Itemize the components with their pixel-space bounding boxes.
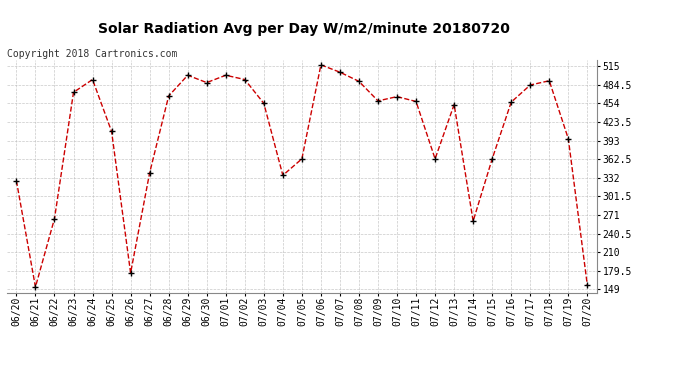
Text: Solar Radiation Avg per Day W/m2/minute 20180720: Solar Radiation Avg per Day W/m2/minute …	[98, 22, 509, 36]
Text: Radiation  (W/m2/Minute): Radiation (W/m2/Minute)	[457, 26, 585, 36]
Text: Copyright 2018 Cartronics.com: Copyright 2018 Cartronics.com	[7, 49, 177, 59]
